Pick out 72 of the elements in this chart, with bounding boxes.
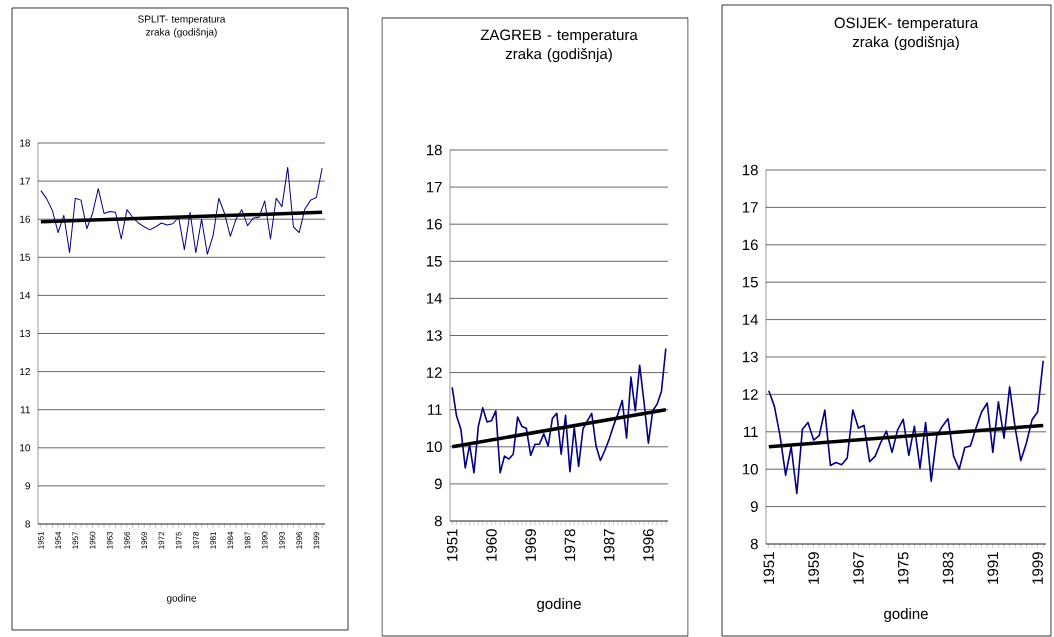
y-tick-label: 13 (20, 329, 31, 338)
x-tick-label: 1981 (210, 531, 216, 549)
y-tick-label: 16 (20, 215, 31, 223)
chart-title: OSIJEK- temperatura zraka (godišnja) (834, 17, 979, 51)
y-tick-label: 10 (426, 441, 442, 453)
y-tick-label: 12 (20, 368, 30, 376)
x-tick-label: 1954 (55, 531, 61, 549)
x-tick-label: 1969 (141, 531, 148, 549)
x-tick-label: 1999 (313, 531, 320, 549)
x-tick-label: 1999 (1032, 552, 1043, 584)
x-tick-label: 1967 (853, 552, 864, 584)
x-tick-label: 1957 (72, 531, 79, 549)
x-tick-label: 1966 (124, 531, 130, 549)
x-tick-label: 1960 (486, 529, 497, 561)
x-tick-label: 1983 (942, 552, 954, 584)
x-tick-label: 1987 (244, 531, 251, 549)
y-tick-label: 17 (426, 181, 442, 193)
y-tick-label: 12 (742, 389, 758, 400)
x-axis-title: godine (166, 594, 197, 604)
x-tick-label: 1978 (193, 531, 199, 549)
x-tick-label: 1993 (279, 531, 285, 549)
y-tick-label: 18 (20, 139, 31, 147)
x-tick-label: 1987 (603, 529, 615, 561)
x-tick-label: 1969 (525, 529, 536, 561)
x-tick-label: 1951 (38, 531, 44, 549)
x-tick-label: 1959 (808, 552, 819, 584)
line-series (768, 359, 1045, 495)
x-tick-label: 1951 (763, 552, 775, 584)
y-tick-label: 11 (428, 404, 442, 415)
x-tick-label: 1960 (89, 531, 96, 549)
y-tick-label: 11 (20, 406, 30, 414)
y-tick-label: 12 (426, 367, 442, 378)
x-tick-label: 1972 (158, 531, 165, 549)
y-tick-label: 16 (426, 218, 442, 230)
chart-title: ZAGREB - temperatura zraka (godišnja) (480, 29, 638, 63)
y-tick-label: 17 (742, 202, 758, 213)
x-axis-title: godine (884, 608, 928, 622)
y-tick-label: 11 (744, 426, 758, 437)
y-tick-label: 15 (742, 276, 758, 288)
x-tick-label: 1991 (987, 552, 999, 584)
y-tick-label: 8 (25, 520, 31, 528)
y-tick-label: 8 (434, 515, 442, 527)
line-series (40, 166, 323, 255)
x-tick-label: 1975 (175, 531, 182, 549)
y-tick-label: 14 (742, 314, 759, 325)
x-axis-title: godine (537, 598, 581, 612)
y-tick-label: 17 (20, 177, 30, 185)
y-tick-label: 9 (750, 501, 758, 512)
x-tick-label: 1990 (261, 531, 268, 549)
y-tick-label: 15 (426, 256, 442, 267)
y-tick-label: 9 (434, 478, 442, 490)
x-tick-label: 1978 (564, 529, 576, 561)
chart-title: SPLIT- temperatura zraka (godišnja) (138, 15, 226, 38)
x-tick-label: 1963 (106, 531, 113, 549)
y-tick-label: 18 (742, 164, 758, 176)
x-tick-label: 1975 (897, 552, 909, 584)
y-tick-label: 14 (426, 293, 443, 304)
y-tick-label: 10 (742, 463, 758, 475)
y-tick-label: 8 (750, 538, 758, 550)
y-tick-label: 18 (426, 144, 442, 156)
x-tick-label: 1984 (227, 531, 234, 549)
y-tick-label: 14 (20, 291, 31, 299)
y-tick-label: 13 (426, 330, 442, 341)
line-series (451, 347, 667, 474)
x-tick-label: 1951 (446, 529, 458, 561)
x-tick-label: 1996 (296, 531, 302, 549)
y-tick-label: 10 (20, 444, 31, 452)
y-tick-label: 16 (742, 239, 758, 251)
y-tick-label: 9 (25, 482, 30, 490)
x-tick-label: 1996 (643, 529, 654, 561)
y-tick-label: 13 (742, 351, 758, 363)
y-tick-label: 15 (20, 253, 31, 261)
